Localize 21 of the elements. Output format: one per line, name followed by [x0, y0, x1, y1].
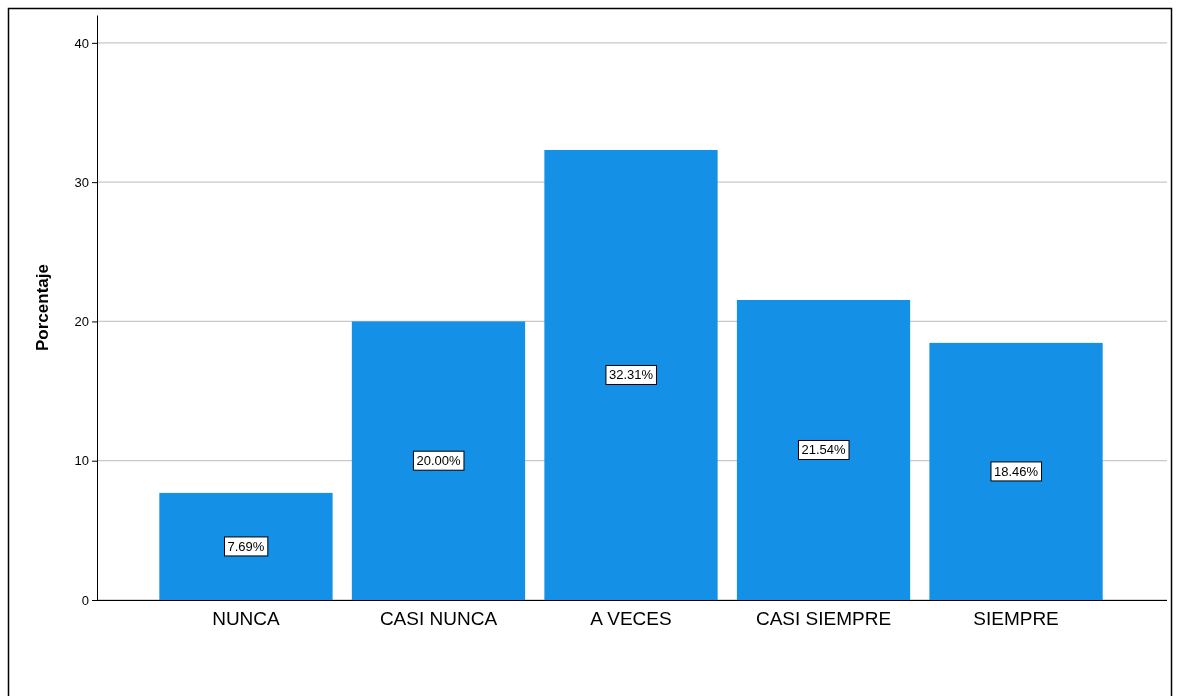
bar: [351, 321, 526, 600]
x-tick-label: SIEMPRE: [973, 608, 1059, 630]
bar: [929, 342, 1103, 600]
bar: [736, 299, 911, 600]
data-label: 7.69%: [227, 538, 265, 554]
data-label: 32.31%: [608, 367, 654, 383]
data-label: 20.00%: [416, 453, 461, 469]
y-tick-label: 30: [74, 174, 89, 190]
x-tick-label: A VECES: [590, 608, 672, 630]
x-tick-label: CASI NUNCA: [379, 608, 498, 630]
y-axis-title: Porcentaje: [33, 264, 52, 351]
y-tick-label: 0: [81, 592, 89, 608]
bar: [159, 492, 333, 600]
x-tick-label: NUNCA: [212, 608, 281, 630]
y-tick-label: 20: [74, 314, 89, 330]
y-tick-label: 40: [74, 35, 89, 51]
data-label: 21.54%: [801, 442, 846, 458]
bar: [544, 149, 718, 600]
y-tick-label: 10: [74, 453, 89, 469]
data-label: 18.46%: [993, 463, 1039, 479]
x-tick-label: CASI SIEMPRE: [755, 608, 892, 630]
